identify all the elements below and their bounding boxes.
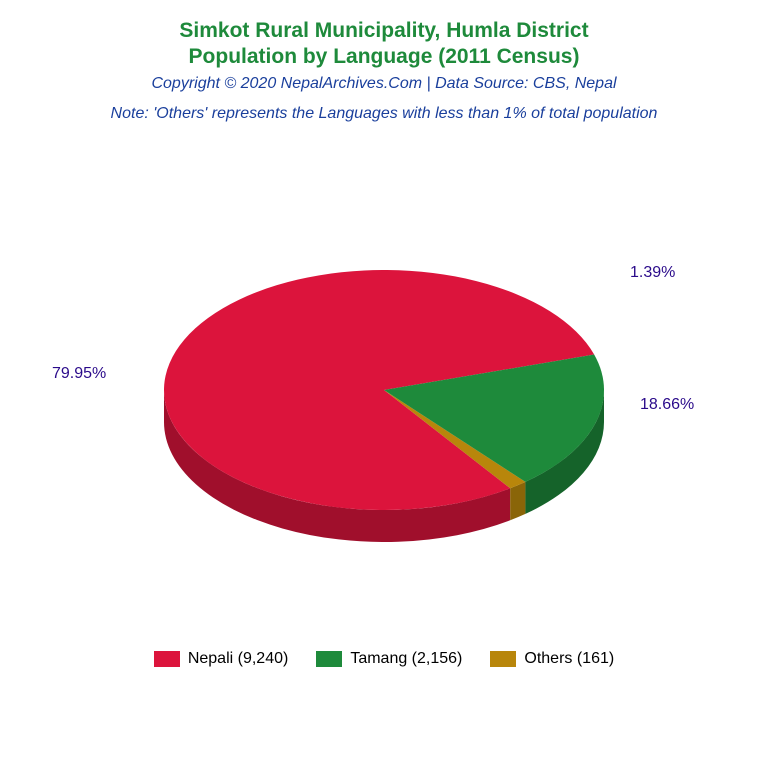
legend-label: Tamang (2,156) [350,650,462,668]
legend: Nepali (9,240) Tamang (2,156) Others (161) [0,650,768,668]
pct-label-tamang: 18.66% [640,396,694,414]
pie-chart: 79.95% 1.39% 18.66% [0,190,768,610]
legend-item: Others (161) [490,650,614,668]
chart-note: Note: 'Others' represents the Languages … [0,105,768,123]
title-block: Simkot Rural Municipality, Humla Distric… [0,0,768,123]
pie-side [510,482,525,520]
legend-label: Nepali (9,240) [188,650,289,668]
legend-swatch [490,651,516,667]
pct-label-nepali: 79.95% [52,365,106,383]
legend-swatch [154,651,180,667]
chart-title-line1: Simkot Rural Municipality, Humla Distric… [0,18,768,44]
chart-subtitle: Copyright © 2020 NepalArchives.Com | Dat… [0,75,768,93]
legend-item: Tamang (2,156) [316,650,462,668]
legend-item: Nepali (9,240) [154,650,289,668]
legend-swatch [316,651,342,667]
legend-label: Others (161) [524,650,614,668]
chart-title-line2: Population by Language (2011 Census) [0,44,768,70]
pct-label-others: 1.39% [630,264,675,282]
